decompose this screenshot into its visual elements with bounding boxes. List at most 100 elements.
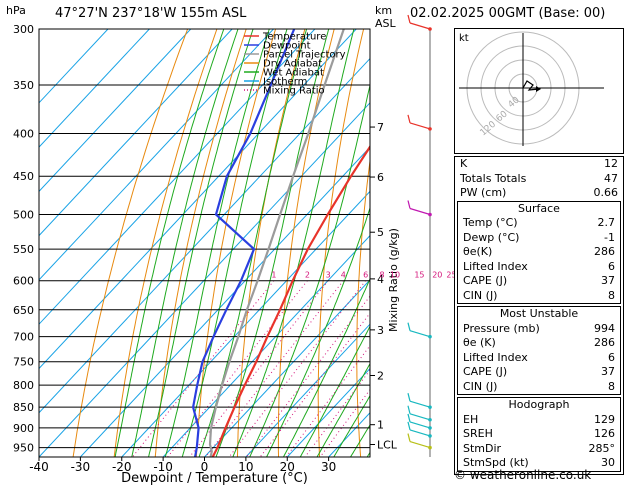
most-unstable-row: θe (K) 286 xyxy=(458,336,620,351)
isotherm-line xyxy=(39,29,150,148)
km-tick-label: 2 xyxy=(377,370,384,383)
most-unstable-value: 994 xyxy=(594,321,615,335)
most-unstable-row: CIN (J) 8 xyxy=(458,380,620,395)
pressure-tick-label: 400 xyxy=(13,127,34,140)
mixing-ratio-label: 4 xyxy=(341,271,346,280)
index-row: Totals Totals 47 xyxy=(455,172,623,187)
hodograph-value: 30 xyxy=(601,456,615,469)
isotherm-line xyxy=(39,102,370,457)
index-value: 12 xyxy=(604,157,618,170)
indices-table: K 12 Totals Totals 47 PW (cm) 0.66 Surface Te… xyxy=(454,156,624,475)
legend-entry: Parcel Trajectory xyxy=(263,50,346,61)
xlabel: Dewpoint / Temperature (°C) xyxy=(121,471,308,486)
surface-title: Surface xyxy=(518,201,560,215)
mixing-ratio-line xyxy=(259,312,370,457)
wind-barb-flag xyxy=(407,405,411,414)
wind-barb-dot xyxy=(428,212,432,217)
surface-label: Temp (°C) xyxy=(463,216,518,229)
hodograph-row: SREH 126 xyxy=(458,427,620,442)
isotherm-line xyxy=(39,29,233,237)
wet-adiabat-line xyxy=(333,394,370,457)
index-label: Totals Totals xyxy=(460,171,527,185)
wind-barb xyxy=(409,122,431,130)
wind-barb xyxy=(409,400,431,408)
index-row: PW (cm) 0.66 xyxy=(455,186,623,201)
surface-value: 286 xyxy=(594,245,615,258)
storm-motion-arrow-icon xyxy=(536,86,541,92)
surface-section: Surface Temp (°C) 2.7 Dewp (°C) -1 θe(K) 286 L… xyxy=(457,200,621,304)
mixing-ratio-label: 3 xyxy=(326,271,331,280)
pressure-tick-label: 900 xyxy=(13,422,34,435)
pressure-tick-label: 500 xyxy=(13,208,34,221)
x-tick-label: -20 xyxy=(112,460,132,474)
legend-entry: Isotherm xyxy=(263,77,307,88)
wind-barb-dot xyxy=(428,127,432,131)
isotherm-line xyxy=(39,29,109,104)
hodograph-row: EH 129 xyxy=(458,413,620,428)
hodograph-trace xyxy=(522,80,540,91)
surface-row: CAPE (J) 37 xyxy=(458,274,620,289)
isotherm-line xyxy=(39,29,274,281)
mixing-ratio-axis-label: Mixing Ratio (g/kg) xyxy=(387,228,400,332)
datetime-title: 02.02.2025 00GMT (Base: 00) xyxy=(410,6,606,21)
x-tick-label: -10 xyxy=(153,460,173,474)
location-title: 47°27'N 237°18'W 155m ASL xyxy=(55,6,247,21)
hodograph-title: Hodograph xyxy=(508,398,570,411)
wind-barb-flag xyxy=(407,200,411,209)
wind-barb-dot xyxy=(428,27,432,31)
dry-adiabat-line xyxy=(113,29,218,457)
x-tick-label: 0 xyxy=(201,460,209,474)
km-tick-label: 6 xyxy=(377,171,384,184)
wet-adiabat-line xyxy=(299,325,370,457)
km-tick-label: 7 xyxy=(377,121,384,134)
hodograph-label: SREH xyxy=(463,427,493,440)
surface-row: Dewp (°C) -1 xyxy=(458,231,620,246)
most-unstable-label: Pressure (mb) xyxy=(463,321,540,335)
x-tick-label: -40 xyxy=(29,460,49,474)
hodograph-value: 129 xyxy=(594,412,615,426)
most-unstable-label: CIN (J) xyxy=(463,379,498,393)
legend-entry: Wet Adiabat xyxy=(263,68,324,79)
most-unstable-value: 37 xyxy=(601,365,615,378)
most-unstable-label: Lifted Index xyxy=(463,350,528,364)
most-unstable-title: Most Unstable xyxy=(499,307,579,320)
mixing-ratio-label: 15 xyxy=(414,271,424,280)
hodograph-label: EH xyxy=(463,412,479,426)
km-tick-label: LCL xyxy=(377,438,398,451)
hodograph-frame xyxy=(454,28,624,154)
pressure-tick-label: 800 xyxy=(13,379,34,392)
legend-entry: Dry Adiabat xyxy=(263,59,322,70)
surface-value: 8 xyxy=(608,288,615,302)
wind-barb-dot xyxy=(428,334,432,339)
copyright-text: © weatheronline.co.uk xyxy=(454,468,592,482)
mixing-ratio-label: 8 xyxy=(379,271,384,280)
surface-value: 37 xyxy=(601,274,615,287)
wind-barb-flag xyxy=(407,421,411,431)
ylabel: hPa xyxy=(6,4,26,17)
index-label: K xyxy=(460,157,468,170)
dewpoint-series xyxy=(191,29,296,457)
surface-value: -1 xyxy=(604,230,615,244)
mixing-ratio-label: 2 xyxy=(305,271,310,280)
mixing-ratio-line xyxy=(245,295,370,457)
wind-barb-dot xyxy=(428,434,432,438)
isotherm-line xyxy=(286,367,370,457)
x-tick-label: 30 xyxy=(321,460,336,474)
pressure-tick-label: 650 xyxy=(13,304,34,317)
surface-value: 2.7 xyxy=(597,216,616,229)
surface-label: CAPE (J) xyxy=(463,274,508,287)
index-row: K 12 xyxy=(455,157,623,172)
parcel-trajectory-series xyxy=(208,29,345,457)
isotherm-line xyxy=(162,234,370,457)
km-tick-label: 3 xyxy=(377,324,384,337)
km-tick-label: 4 xyxy=(377,273,384,286)
wet-adiabat-line xyxy=(316,362,370,457)
wind-barb-dot xyxy=(428,426,432,430)
legend-entry: Mixing Ratio xyxy=(263,86,325,97)
hodograph-section: Hodograph EH 129 SREH 126 StmDir 285° StmSpd (… xyxy=(457,397,621,472)
mixing-ratio-label: 25 xyxy=(446,271,456,280)
mixing-ratio-label: 1 xyxy=(271,271,276,280)
pressure-tick-label: 950 xyxy=(13,442,34,455)
wind-barb xyxy=(409,330,431,338)
